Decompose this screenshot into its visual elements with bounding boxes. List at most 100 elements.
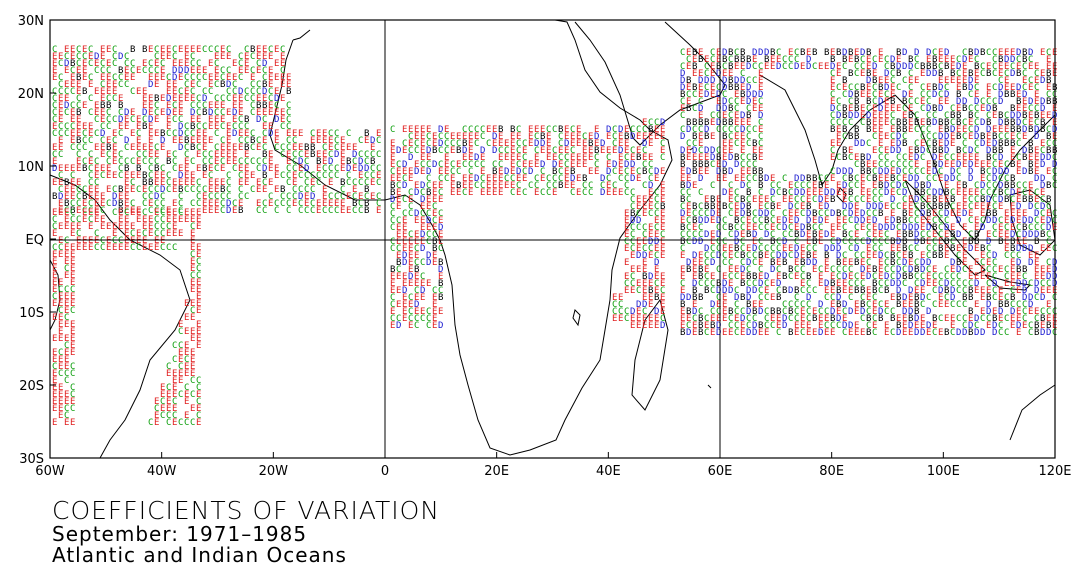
cv-symbol: C xyxy=(842,209,847,219)
cv-symbol: D xyxy=(1034,132,1039,142)
cv-symbol: E xyxy=(1010,223,1015,233)
cv-symbol: E xyxy=(564,167,569,177)
cv-symbol: E xyxy=(716,55,721,65)
cv-symbol: E xyxy=(630,153,635,163)
cv-symbol: C xyxy=(794,202,799,212)
cv-symbol: C xyxy=(938,279,943,289)
cv-symbol: C xyxy=(612,307,617,317)
cv-symbol: E xyxy=(734,132,739,142)
cv-symbol: E xyxy=(642,153,647,163)
cv-symbol: B xyxy=(220,185,225,195)
cv-symbol: C xyxy=(842,223,847,233)
cv-symbol: C xyxy=(76,192,81,202)
cv-symbol: C xyxy=(926,111,931,121)
cv-symbol: E xyxy=(698,132,703,142)
cv-symbol: C xyxy=(438,146,443,156)
cv-symbol: C xyxy=(722,258,727,268)
cv-symbol: E xyxy=(764,195,769,205)
cv-symbol: D xyxy=(426,167,431,177)
cv-symbol: C xyxy=(806,314,811,324)
cv-symbol: C xyxy=(52,115,57,125)
cv-symbol: E xyxy=(582,153,587,163)
cv-symbol: E xyxy=(402,244,407,254)
cv-symbol: C xyxy=(376,199,381,209)
cv-symbol: C xyxy=(160,206,165,216)
cv-symbol: C xyxy=(962,279,967,289)
cv-symbol: E xyxy=(1004,76,1009,86)
cv-symbol: C xyxy=(280,45,285,55)
cv-symbol: C xyxy=(968,125,973,135)
cv-symbol: C xyxy=(860,55,865,65)
cv-symbol: B xyxy=(920,181,925,191)
cv-symbol: E xyxy=(830,48,835,58)
cv-symbol: D xyxy=(998,90,1003,100)
cv-symbol: E xyxy=(618,293,623,303)
cv-symbol: D xyxy=(710,146,715,156)
cv-symbol: D xyxy=(52,164,57,174)
cv-symbol: B xyxy=(902,97,907,107)
cv-symbol: E xyxy=(64,80,69,90)
cv-symbol: D xyxy=(408,272,413,282)
cv-symbol: E xyxy=(1040,265,1045,275)
cv-symbol: C xyxy=(926,174,931,184)
cv-symbol: E xyxy=(1046,62,1051,72)
cv-symbol: C xyxy=(118,171,123,181)
cv-symbol: D xyxy=(680,146,685,156)
cv-symbol: B xyxy=(1022,265,1027,275)
cv-symbol: E xyxy=(878,272,883,282)
cv-symbol: D xyxy=(980,223,985,233)
cv-symbol: C xyxy=(692,90,697,100)
cv-symbol: E xyxy=(112,87,117,97)
cv-symbol: C xyxy=(950,328,955,338)
cv-symbol: E xyxy=(226,52,231,62)
cv-symbol: E xyxy=(154,243,159,253)
cv-symbol: C xyxy=(854,272,859,282)
cv-symbol: C xyxy=(420,258,425,268)
cv-symbol: C xyxy=(800,181,805,191)
cv-symbol: E xyxy=(196,404,201,414)
cv-symbol: C xyxy=(390,237,395,247)
cv-symbol: E xyxy=(184,348,189,358)
cv-symbol: E xyxy=(872,160,877,170)
cv-symbol: E xyxy=(328,199,333,209)
cv-symbol: D xyxy=(630,307,635,317)
cv-symbol: B xyxy=(962,104,967,114)
cv-symbol: C xyxy=(1016,153,1021,163)
cv-symbol: E xyxy=(860,272,865,282)
cv-symbol: E xyxy=(208,136,213,146)
cv-symbol: E xyxy=(926,237,931,247)
cv-symbol: C xyxy=(450,167,455,177)
cv-symbol: C xyxy=(920,300,925,310)
cv-symbol: C xyxy=(250,52,255,62)
x-tick-label: 20E xyxy=(484,464,509,479)
cv-symbol: E xyxy=(636,279,641,289)
cv-symbol: E xyxy=(420,216,425,226)
cv-symbol: C xyxy=(974,111,979,121)
cv-symbol: E xyxy=(420,279,425,289)
cv-symbol: E xyxy=(166,150,171,160)
cv-symbol: E xyxy=(100,52,105,62)
cv-symbol: E xyxy=(486,174,491,184)
cv-symbol: C xyxy=(280,122,285,132)
cv-symbol: E xyxy=(124,192,129,202)
cv-symbol: C xyxy=(884,265,889,275)
cv-symbol: E xyxy=(106,73,111,83)
cv-symbol: C xyxy=(962,265,967,275)
cv-symbol: D xyxy=(920,258,925,268)
cv-symbol: E xyxy=(190,229,195,239)
cv-symbol: E xyxy=(836,62,841,72)
cv-symbol: E xyxy=(872,230,877,240)
cv-symbol: E xyxy=(624,209,629,219)
cv-symbol: C xyxy=(716,146,721,156)
cv-symbol: E xyxy=(534,188,539,198)
cv-symbol: C xyxy=(220,94,225,104)
cv-symbol: C xyxy=(938,314,943,324)
cv-symbol: B xyxy=(890,97,895,107)
cv-symbol: C xyxy=(268,45,273,55)
cv-symbol: D xyxy=(998,307,1003,317)
cv-symbol: E xyxy=(758,76,763,86)
cv-symbol: C xyxy=(142,208,147,218)
cv-symbol: E xyxy=(504,153,509,163)
cv-symbol: E xyxy=(1046,300,1051,310)
cv-symbol: B xyxy=(998,188,1003,198)
